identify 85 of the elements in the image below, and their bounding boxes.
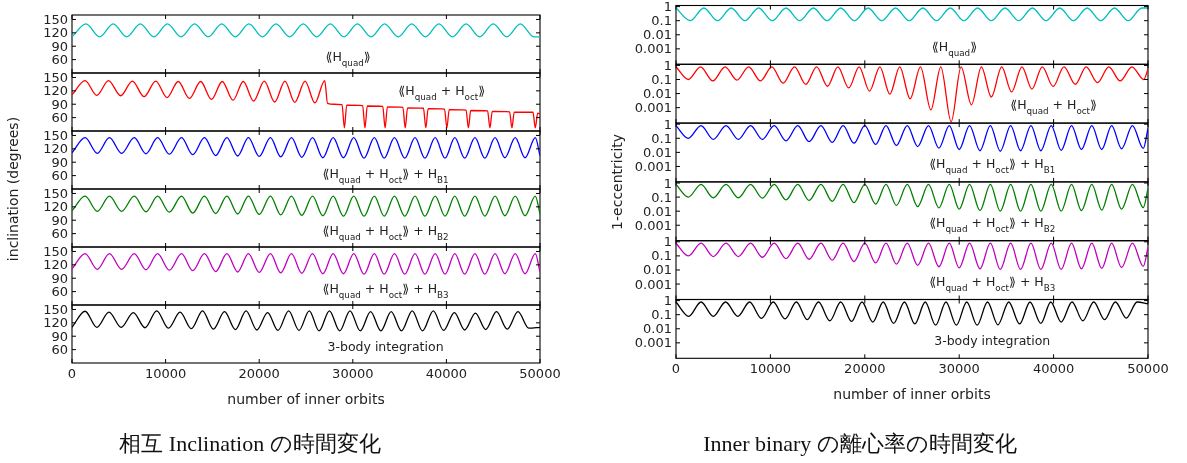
y-tick-label: 0.1 bbox=[651, 13, 672, 29]
y-tick-label: 150 bbox=[43, 69, 68, 85]
y-tick-label: 60 bbox=[51, 342, 68, 358]
y-tick-label: 1 bbox=[663, 57, 672, 73]
y-axis-title: 1-eccentricity bbox=[609, 133, 625, 230]
y-tick-label: 1 bbox=[663, 0, 672, 15]
y-tick-label: 0.01 bbox=[643, 27, 672, 43]
x-tick-label: 50000 bbox=[1127, 361, 1169, 377]
y-tick-label: 120 bbox=[43, 315, 68, 331]
y-tick-label: 0.01 bbox=[643, 262, 672, 278]
y-tick-label: 0.001 bbox=[634, 217, 672, 233]
annotation: ⟪H$_{quad}$ + H$_{oct}$⟫ + H$_{B3}$ bbox=[929, 273, 1056, 293]
annotation: 3-body integration bbox=[327, 338, 444, 354]
annotation: ⟪H$_{quad}$ + H$_{oct}$⟫ + H$_{B3}$ bbox=[322, 280, 449, 300]
x-tick-label: 10000 bbox=[749, 361, 792, 377]
x-axis-title: number of inner orbits bbox=[227, 391, 385, 407]
y-tick-label: 1 bbox=[663, 175, 672, 191]
x-tick-label: 0 bbox=[67, 366, 77, 381]
y-tick-label: 0.01 bbox=[643, 321, 672, 337]
x-tick-label: 10000 bbox=[144, 366, 187, 381]
y-tick-label: 90 bbox=[51, 212, 68, 228]
y-tick-label: 60 bbox=[51, 52, 68, 68]
y-tick-label: 0.1 bbox=[651, 130, 672, 146]
y-tick-label: 90 bbox=[51, 270, 68, 286]
line-series bbox=[72, 195, 540, 217]
y-tick-label: 120 bbox=[43, 257, 68, 273]
y-tick-label: 1 bbox=[663, 293, 672, 309]
annotation: ⟪H$_{quad}$ + H$_{oct}$⟫ + H$_{B1}$ bbox=[322, 165, 449, 185]
annotation: ⟪H$_{quad}$ + H$_{oct}$⟫ bbox=[1010, 96, 1097, 116]
y-tick-label: 90 bbox=[51, 96, 68, 112]
x-tick-label: 50000 bbox=[519, 366, 561, 381]
y-tick-label: 90 bbox=[51, 38, 68, 54]
y-tick-label: 0.001 bbox=[634, 276, 672, 292]
annotation: ⟪H$_{quad}$⟫ bbox=[931, 38, 978, 58]
line-series bbox=[676, 183, 1148, 212]
y-tick-label: 0.01 bbox=[643, 86, 672, 102]
y-tick-label: 0.001 bbox=[634, 335, 672, 351]
x-tick-label: 30000 bbox=[938, 361, 980, 377]
y-tick-label: 0.1 bbox=[651, 189, 672, 205]
annotation: ⟪H$_{quad}$ + H$_{oct}$⟫ + H$_{B2}$ bbox=[929, 215, 1056, 235]
y-tick-label: 0.001 bbox=[634, 158, 672, 174]
y-tick-label: 0.1 bbox=[651, 248, 672, 264]
y-tick-label: 0.001 bbox=[634, 100, 672, 116]
annotation: ⟪H$_{quad}$ + H$_{oct}$⟫ bbox=[398, 82, 486, 102]
y-tick-label: 60 bbox=[51, 168, 68, 184]
x-tick-label: 20000 bbox=[844, 361, 886, 377]
x-tick-label: 0 bbox=[671, 361, 681, 377]
y-tick-label: 0.1 bbox=[651, 307, 672, 323]
y-tick-label: 120 bbox=[43, 83, 68, 99]
y-tick-label: 0.01 bbox=[643, 203, 672, 219]
y-tick-label: 150 bbox=[43, 127, 68, 143]
annotation: ⟪H$_{quad}$ + H$_{oct}$⟫ + H$_{B2}$ bbox=[322, 222, 449, 242]
y-tick-label: 0.01 bbox=[643, 144, 672, 160]
y-tick-label: 60 bbox=[51, 110, 68, 126]
line-series bbox=[72, 253, 540, 275]
annotation: 3-body integration bbox=[934, 332, 1051, 348]
y-tick-label: 150 bbox=[43, 301, 68, 317]
y-tick-label: 150 bbox=[43, 185, 68, 201]
annotation: ⟪H$_{quad}$ + H$_{oct}$⟫ + H$_{B1}$ bbox=[929, 156, 1056, 176]
y-tick-label: 60 bbox=[51, 284, 68, 300]
text: Inner binary の離心率の時間変化 bbox=[703, 431, 1017, 456]
y-tick-label: 1 bbox=[663, 234, 672, 250]
line-series bbox=[676, 124, 1148, 152]
y-tick-label: 60 bbox=[51, 226, 68, 242]
line-series bbox=[72, 137, 540, 159]
y-tick-label: 150 bbox=[43, 11, 68, 27]
y-tick-label: 90 bbox=[51, 328, 68, 344]
line-series bbox=[72, 79, 540, 129]
y-tick-label: 120 bbox=[43, 25, 68, 41]
line-series bbox=[676, 242, 1148, 271]
x-tick-label: 40000 bbox=[425, 366, 468, 381]
y-tick-label: 0.1 bbox=[651, 72, 672, 87]
y-axis-title: inclination (degrees) bbox=[5, 116, 21, 262]
x-tick-label: 20000 bbox=[238, 366, 280, 381]
y-tick-label: 1 bbox=[663, 116, 672, 132]
y-tick-label: 120 bbox=[43, 199, 68, 215]
y-tick-label: 120 bbox=[43, 141, 68, 157]
y-tick-label: 90 bbox=[51, 154, 68, 170]
y-tick-label: 0.001 bbox=[634, 41, 672, 57]
x-tick-label: 30000 bbox=[332, 366, 374, 381]
y-tick-label: 150 bbox=[43, 243, 68, 259]
text: 相互 Inclination の時間変化 bbox=[119, 431, 381, 456]
x-axis-title: number of inner orbits bbox=[833, 386, 991, 403]
annotation: ⟪H$_{quad}$⟫ bbox=[325, 48, 371, 68]
x-tick-label: 40000 bbox=[1032, 361, 1075, 377]
